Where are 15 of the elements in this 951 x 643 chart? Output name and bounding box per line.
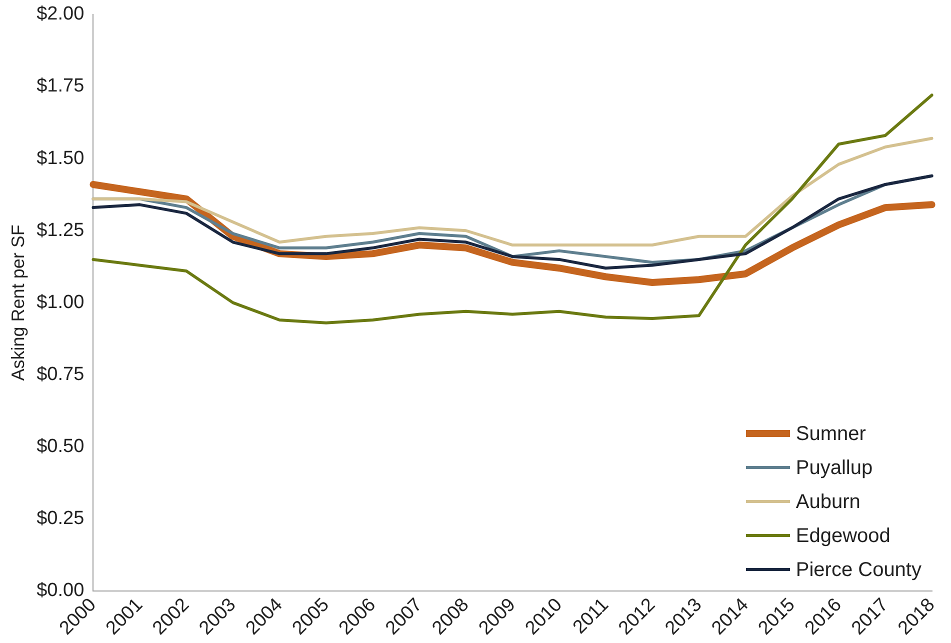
- y-tick-label: $1.75: [36, 76, 84, 97]
- legend-label: Edgewood: [796, 524, 890, 549]
- y-tick-label: $1.50: [36, 148, 84, 169]
- legend-label: Auburn: [796, 490, 860, 515]
- y-tick-label: $0.00: [36, 580, 84, 602]
- legend-label: Puyallup: [796, 456, 873, 481]
- y-tick-label: $0.25: [36, 508, 84, 530]
- y-tick-label: $1.00: [36, 292, 84, 313]
- y-tick-label: $2.00: [36, 4, 84, 25]
- y-tick-label: $0.75: [36, 364, 84, 386]
- y-tick-label: $1.25: [36, 220, 84, 241]
- y-tick-label: $0.50: [36, 436, 84, 458]
- legend-label: Sumner: [796, 422, 866, 447]
- y-axis-title: Asking Rent per SF: [8, 224, 28, 381]
- legend-label: Pierce County: [796, 558, 922, 583]
